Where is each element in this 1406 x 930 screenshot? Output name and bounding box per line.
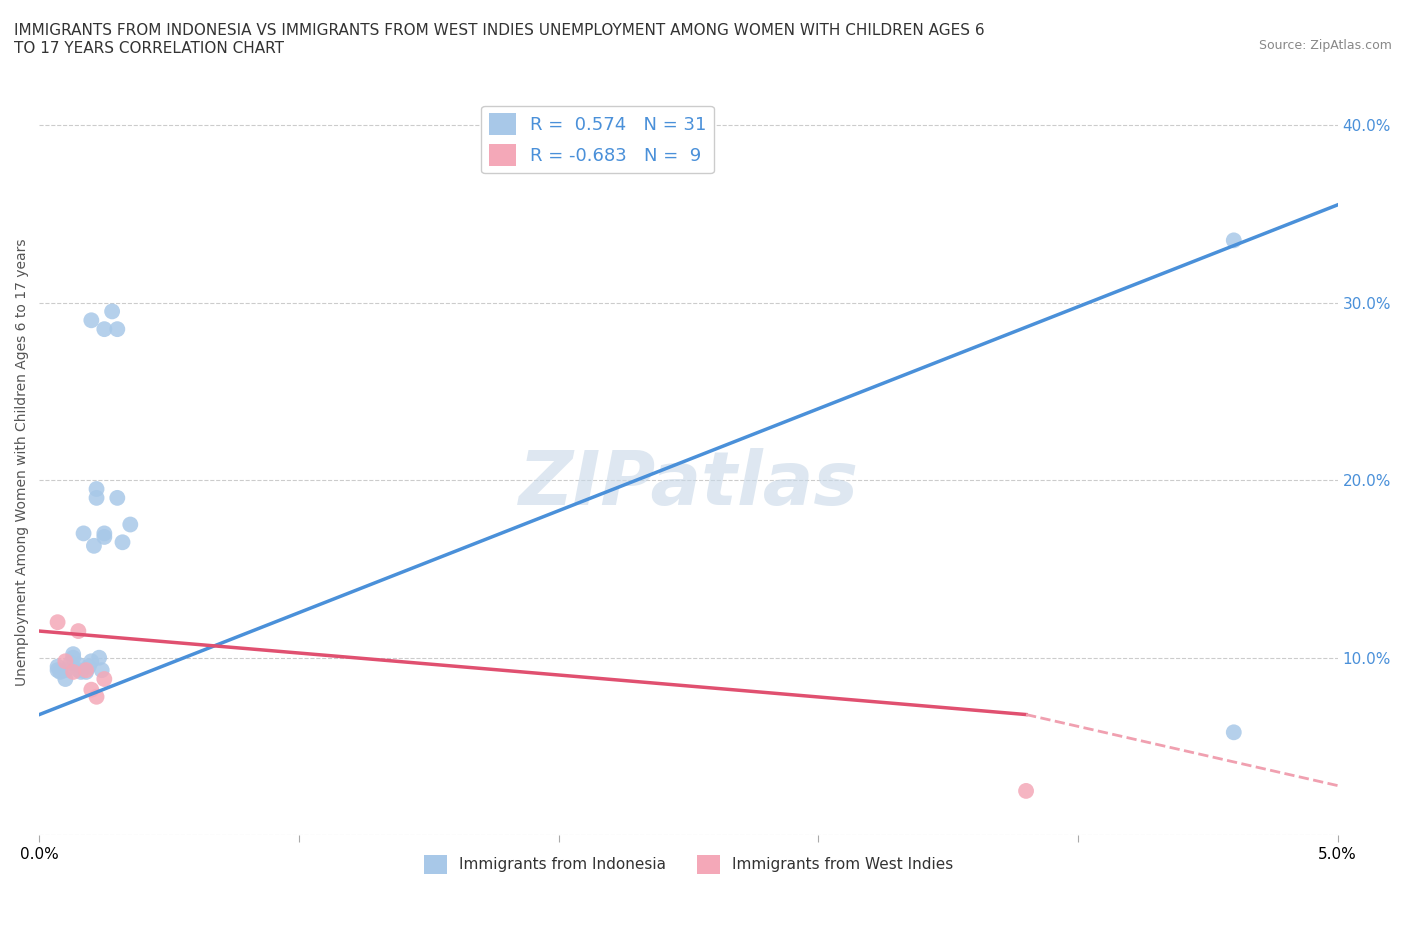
Point xyxy=(62,646,84,661)
Point xyxy=(49,664,72,679)
Point xyxy=(86,490,108,505)
Point xyxy=(77,659,100,674)
Point xyxy=(83,538,105,553)
Point xyxy=(93,322,115,337)
Point xyxy=(62,650,84,665)
Point xyxy=(67,663,90,678)
Point xyxy=(105,322,128,337)
Point xyxy=(89,650,111,665)
Point xyxy=(46,659,69,674)
Point xyxy=(1015,783,1038,798)
Y-axis label: Unemployment Among Women with Children Ages 6 to 17 years: Unemployment Among Women with Children A… xyxy=(15,239,30,686)
Point xyxy=(59,656,82,671)
Point xyxy=(46,615,69,630)
Text: IMMIGRANTS FROM INDONESIA VS IMMIGRANTS FROM WEST INDIES UNEMPLOYMENT AMONG WOME: IMMIGRANTS FROM INDONESIA VS IMMIGRANTS … xyxy=(14,23,984,56)
Point xyxy=(120,517,142,532)
Point xyxy=(55,663,77,678)
Point xyxy=(62,664,84,679)
Point xyxy=(86,689,108,704)
Point xyxy=(86,482,108,497)
Point xyxy=(75,663,97,678)
Point xyxy=(80,312,103,327)
Point xyxy=(105,490,128,505)
Point xyxy=(75,664,97,679)
Point xyxy=(80,654,103,669)
Point xyxy=(80,683,103,698)
Point xyxy=(90,663,112,678)
Point xyxy=(93,526,115,541)
Point xyxy=(67,658,90,672)
Legend: Immigrants from Indonesia, Immigrants from West Indies: Immigrants from Indonesia, Immigrants fr… xyxy=(418,849,959,880)
Point xyxy=(1223,232,1246,247)
Point xyxy=(93,529,115,544)
Point xyxy=(55,671,77,686)
Point xyxy=(93,671,115,686)
Text: ZIPatlas: ZIPatlas xyxy=(519,448,859,521)
Point xyxy=(101,304,124,319)
Point xyxy=(70,664,93,679)
Text: Source: ZipAtlas.com: Source: ZipAtlas.com xyxy=(1258,39,1392,52)
Point xyxy=(46,663,69,678)
Point xyxy=(111,535,134,550)
Point xyxy=(1223,724,1246,739)
Point xyxy=(72,526,94,541)
Point xyxy=(67,624,90,639)
Point xyxy=(55,654,77,669)
